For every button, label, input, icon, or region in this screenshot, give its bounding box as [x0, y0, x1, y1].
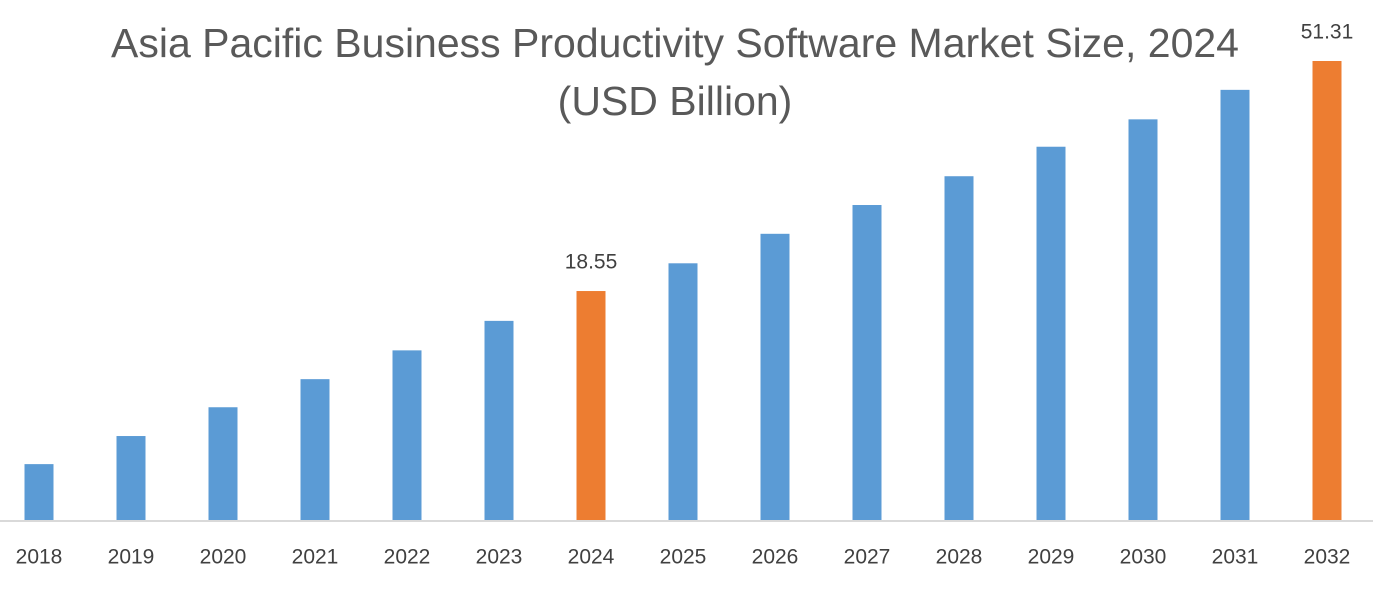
bar [852, 205, 882, 522]
bar [1312, 60, 1342, 521]
bar [1220, 89, 1250, 522]
x-tick-label: 2028 [936, 546, 983, 569]
bar [300, 379, 330, 521]
bar [576, 291, 606, 521]
x-tick-label: 2022 [384, 546, 431, 569]
bar [1128, 119, 1158, 521]
bar [668, 263, 698, 521]
bar [24, 464, 54, 521]
bar [116, 436, 146, 521]
x-tick-label: 2031 [1212, 546, 1259, 569]
x-tick-label: 2032 [1304, 546, 1351, 569]
x-tick-label: 2018 [16, 546, 63, 569]
x-tick-label: 2020 [200, 546, 247, 569]
x-tick-label: 2027 [844, 546, 891, 569]
bar [392, 350, 422, 521]
x-tick-label: 2021 [292, 546, 339, 569]
bar [1036, 146, 1066, 521]
bar [760, 233, 790, 521]
data-label: 51.31 [1301, 21, 1354, 44]
x-tick-label: 2026 [752, 546, 799, 569]
x-tick-label: 2019 [108, 546, 155, 569]
bar [208, 407, 238, 521]
x-tick-label: 2030 [1120, 546, 1167, 569]
bar [944, 176, 974, 521]
bar [484, 320, 514, 521]
x-tick-label: 2024 [568, 546, 615, 569]
data-label: 18.55 [565, 251, 618, 274]
chart-title: Asia Pacific Business Productivity Softw… [111, 20, 1239, 124]
x-tick-label: 2023 [476, 546, 523, 569]
x-tick-label: 2029 [1028, 546, 1075, 569]
x-tick-label: 2025 [660, 546, 707, 569]
